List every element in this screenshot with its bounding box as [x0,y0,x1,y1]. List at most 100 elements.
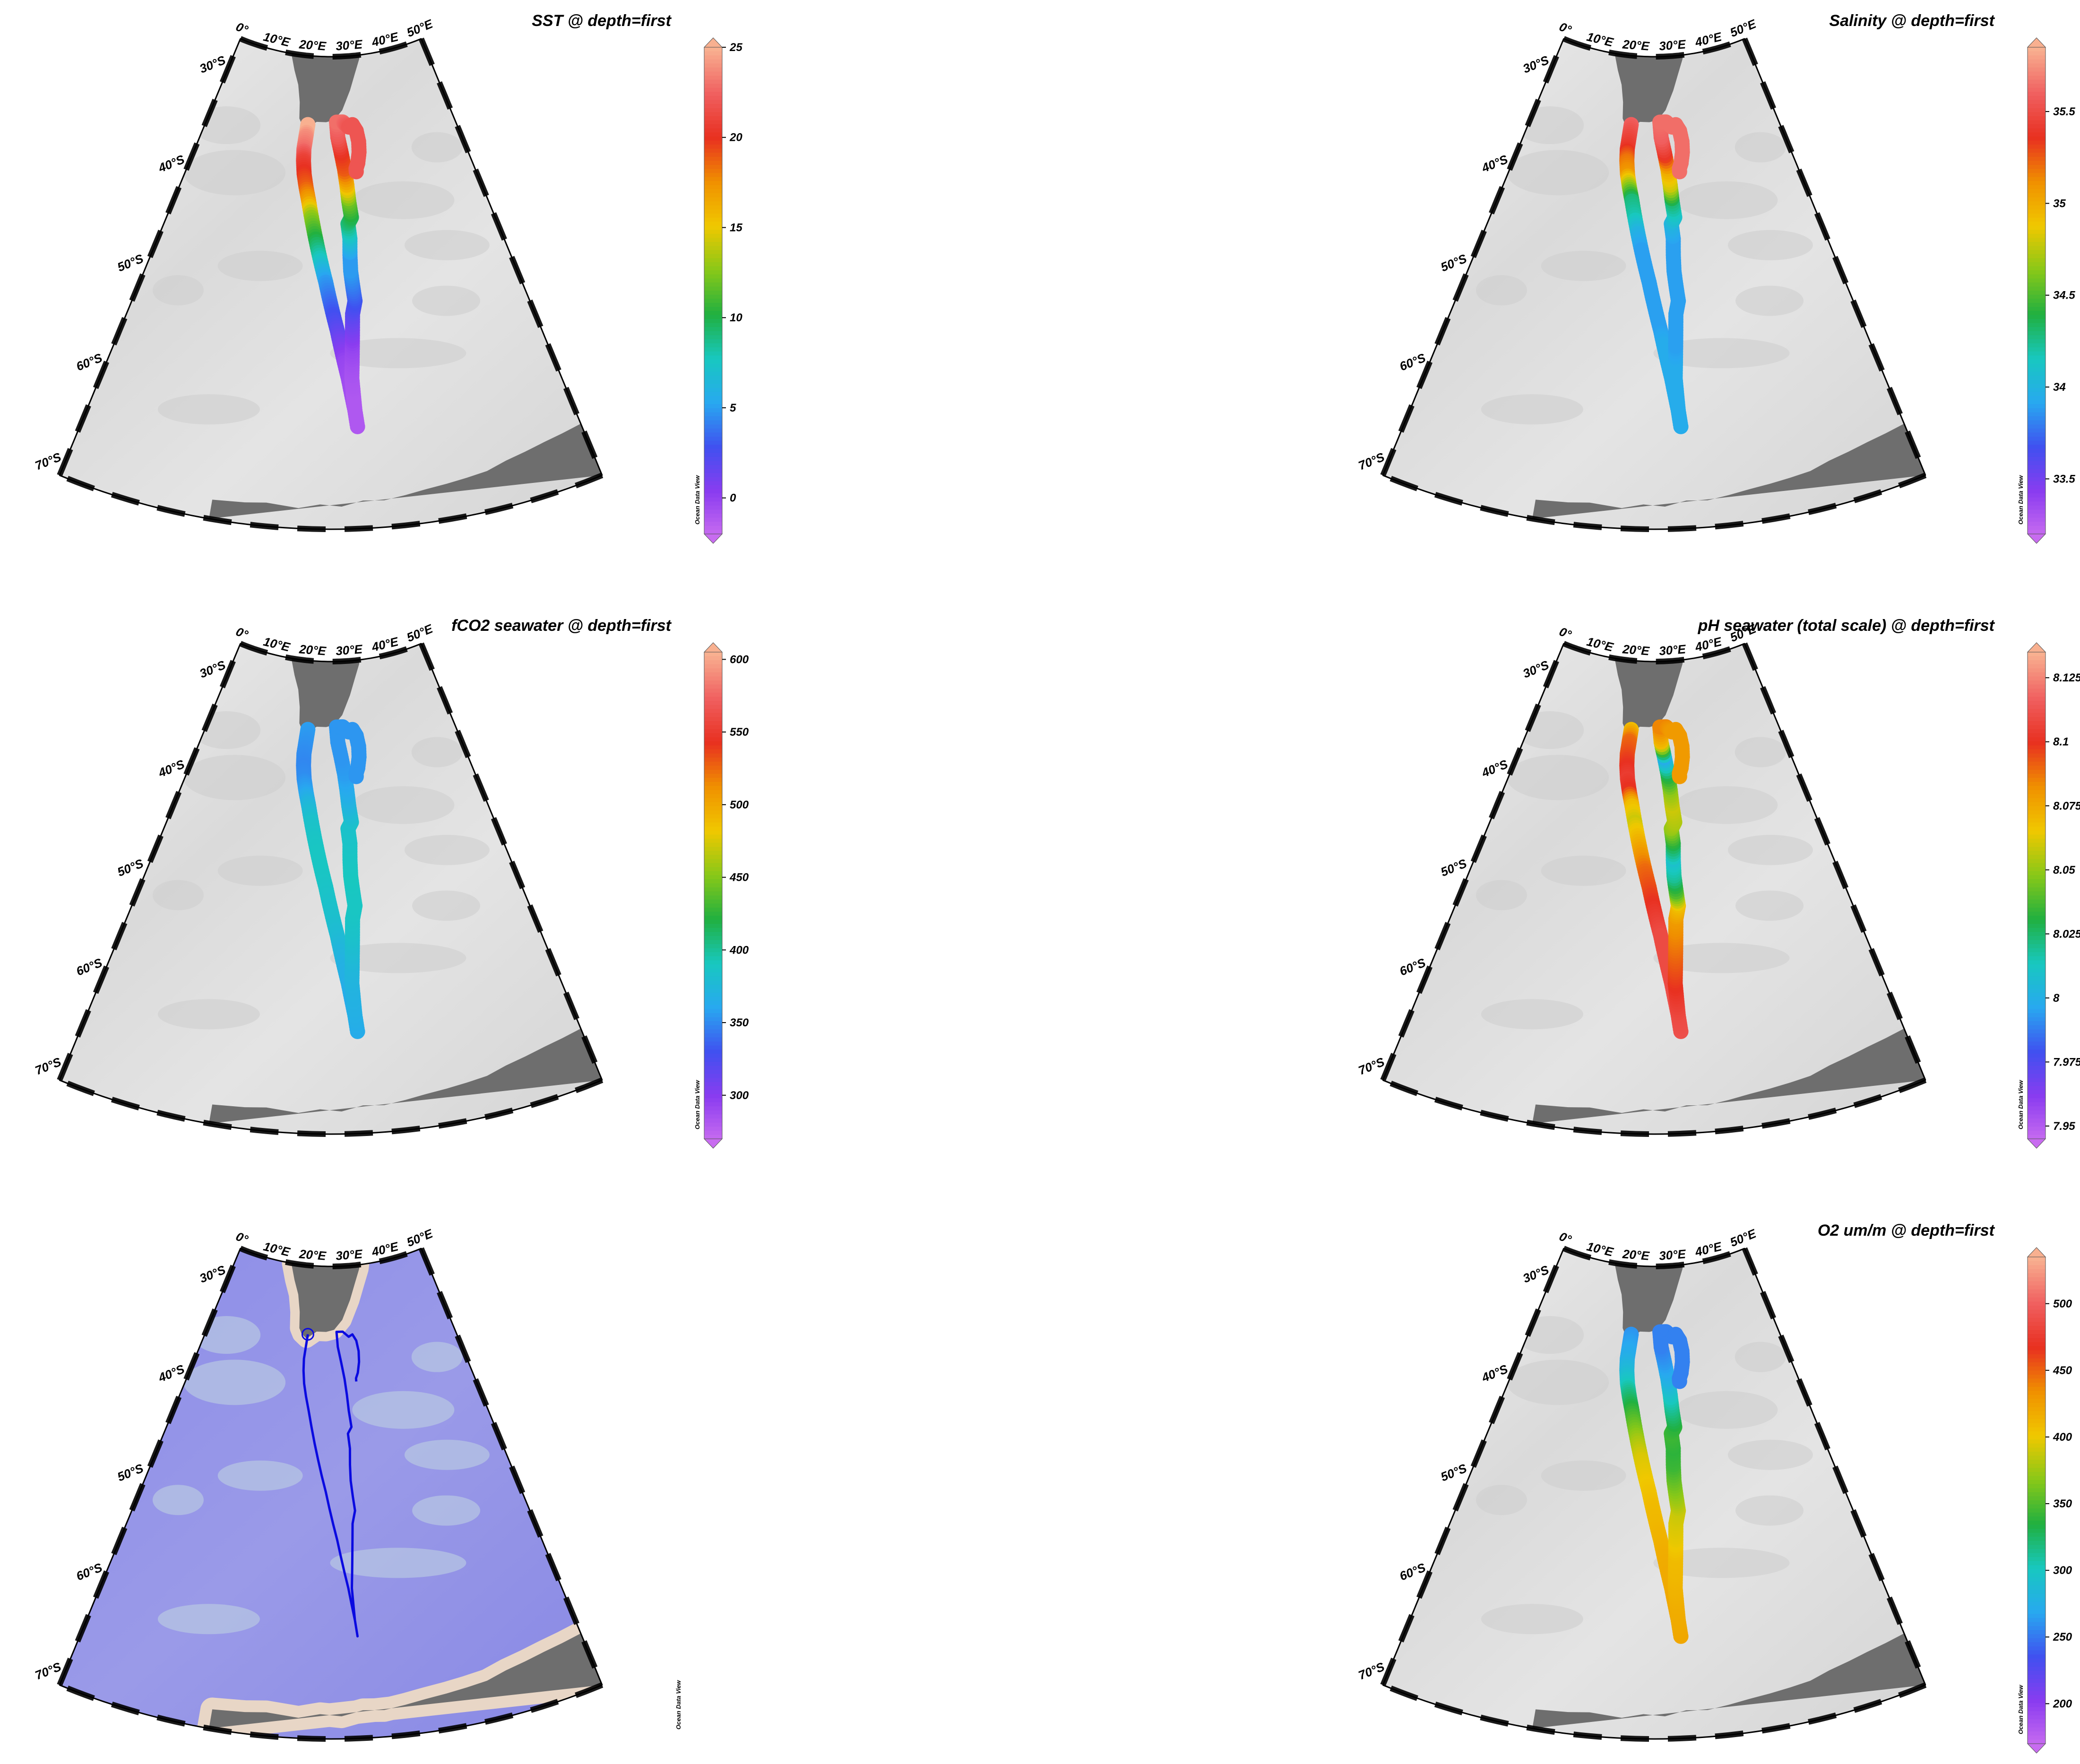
panel-title: Salinity @ depth=first [1829,12,1995,30]
lon-tick-label: 20°E [1622,1247,1650,1263]
colorbar-tick-label: 25 [729,41,742,54]
lat-tick-label: 70°S [1356,1054,1387,1077]
lat-tick-label: 50°S [1439,856,1469,879]
map-frame [57,641,605,1137]
colorbar-tick-label: 300 [730,1089,749,1102]
lat-tick-label: 60°S [74,1560,104,1583]
africa-landmass [1614,1263,1683,1339]
lat-tick-label: 40°S [1479,152,1510,175]
lon-tick-label: 0° [234,624,250,642]
odv-credit: Ocean Data View [2017,475,2024,525]
lon-tick-label: 0° [1557,624,1574,642]
lon-tick-label: 20°E [1622,37,1650,53]
panel-title: pH seawater (total scale) @ depth=first [1698,617,1995,635]
measurement-point [1672,769,1687,784]
africa-landmass [1614,658,1683,734]
africa-landmass [291,658,360,734]
lon-tick-label: 30°E [1658,37,1686,53]
lon-tick-label: 20°E [1622,642,1650,658]
lat-tick-label: 70°S [33,449,63,473]
lon-tick-label: 30°E [1658,642,1686,658]
lat-tick-label: 70°S [33,1054,63,1077]
africa-landmass [291,53,360,129]
colorbar-tick-label: 8.05 [2053,864,2075,877]
africa-landmass [291,1263,360,1339]
lat-tick-label: 70°S [1356,1659,1387,1682]
lon-tick-label: 30°E [335,37,363,53]
measurement-point [1672,164,1687,180]
lon-tick-label: 30°E [335,642,363,658]
colorbar-tick-label: 34 [2053,381,2066,394]
measurement-point [1672,1374,1687,1389]
panel-title: fCO2 seawater @ depth=first [451,617,672,635]
map-panel-o2: 0°10°E 20°E 30°E 40°E 50°E30°S40°S50°S60°S70… [1356,1222,2072,1754]
lat-tick-label: 30°S [198,657,228,680]
colorbar-tick-label: 450 [729,871,749,884]
track-measurements [296,719,367,1039]
colorbar-tick-label: 15 [730,221,742,234]
colorbar: 300 350 400 450 500 550 600 Ocean Data View [694,642,749,1149]
map-frame [1380,641,1928,1137]
map-panel-ph: 0°10°E 20°E 30°E 40°E 50°E30°S40°S50°S60°S70… [1356,617,2080,1149]
lon-tick-label: 50°E [1728,1226,1758,1250]
lon-tick-label: 20°E [298,1247,327,1263]
lat-tick-label: 40°S [156,1361,187,1385]
colorbar: 0 5 10 15 20 25 Ocean Data View [694,37,742,544]
antarctica-landmass [1532,1028,1925,1124]
map-frame [57,1246,605,1742]
antarctica-landmass [209,1028,602,1124]
colorbar-tick-label: 200 [2053,1697,2072,1710]
colorbar-tick-label: 450 [2053,1364,2072,1377]
colorbar-tick-label: 20 [729,131,742,144]
lat-tick-label: 70°S [1356,449,1387,473]
lat-tick-label: 50°S [115,856,146,879]
lat-tick-label: 40°S [156,152,187,175]
lat-tick-label: 40°S [1479,757,1510,780]
lat-tick-label: 60°S [1398,955,1428,978]
colorbar-tick-label: 500 [2053,1298,2072,1310]
lat-tick-label: 60°S [74,350,104,373]
lon-tick-label: 0° [1557,1229,1574,1247]
lon-tick-label: 30°E [335,1247,363,1263]
colorbar-tick-label: 7.975 [2053,1056,2080,1068]
map-panel-sst: 0°10°E 20°E 30°E 40°E 50°E30°S40°S50°S60°S70… [33,12,742,544]
measurement-point [348,769,364,784]
colorbar-tick-label: 8.025 [2053,928,2080,940]
lat-tick-label: 60°S [74,955,104,978]
lat-tick-label: 50°S [1439,251,1469,274]
panel-title: O2 um/m @ depth=first [1818,1222,1995,1239]
colorbar-tick-label: 8.1 [2053,736,2069,749]
panels-root: 0°10°E 20°E 30°E 40°E 50°E30°S40°S50°S60°S70… [33,12,2080,1754]
colorbar-tick-label: 550 [730,726,749,739]
colorbar-tick-label: 600 [730,653,749,666]
lat-tick-label: 30°S [1521,1262,1551,1285]
colorbar: 7.95 7.975 8 8.025 8.05 8.075 8.1 8.125 Ocean Da… [2017,642,2080,1149]
lat-tick-label: 30°S [1521,657,1551,680]
map-frame [1380,1246,1928,1742]
lon-tick-label: 50°E [405,621,435,645]
antarctica-landmass [209,1633,602,1729]
colorbar-tick-label: 350 [2053,1497,2072,1510]
lat-tick-label: 50°S [115,1461,146,1484]
track-measurements [1619,114,1690,434]
map-frame [1380,36,1928,533]
lat-tick-label: 40°S [1479,1361,1510,1385]
colorbar-tick-label: 10 [730,311,742,324]
lon-tick-label: 20°E [298,642,327,658]
colorbar-tick-label: 300 [2053,1564,2072,1577]
lat-tick-label: 50°S [115,251,146,274]
colorbar-tick-label: 500 [730,799,749,811]
colorbar-tick-label: 250 [2053,1631,2072,1644]
odv-credit: Ocean Data View [694,475,701,525]
track-measurements [296,114,367,434]
lat-tick-label: 60°S [1398,350,1428,373]
lat-tick-label: 60°S [1398,1560,1428,1583]
antarctica-landmass [1532,1633,1925,1729]
africa-landmass [1614,53,1683,129]
lon-tick-label: 50°E [405,1226,435,1250]
lat-tick-label: 30°S [1521,52,1551,76]
map-panel-salinity: 0°10°E 20°E 30°E 40°E 50°E30°S40°S50°S60°S70… [1356,12,2075,544]
measurement-point [348,164,364,180]
colorbar-tick-label: 8.125 [2053,671,2080,684]
